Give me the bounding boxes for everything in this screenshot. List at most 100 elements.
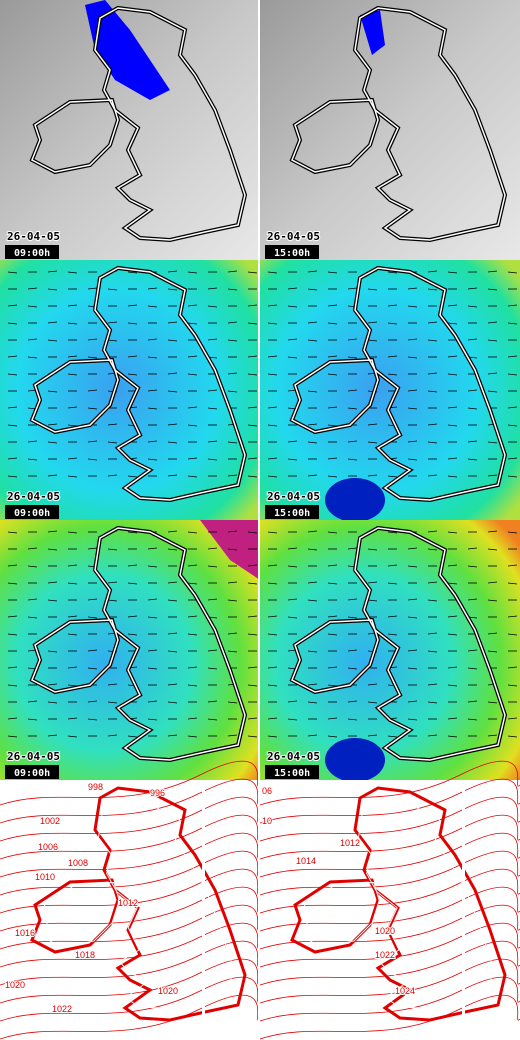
isobar-line bbox=[259, 922, 520, 968]
wind-arrow bbox=[127, 271, 138, 274]
wind-arrow bbox=[507, 717, 518, 720]
wind-arrow bbox=[7, 475, 18, 478]
wind-arrow bbox=[227, 548, 238, 551]
wind-arrow bbox=[67, 633, 78, 636]
wind-arrow bbox=[407, 616, 418, 619]
wind-arrow bbox=[327, 457, 338, 460]
wind-arrow bbox=[127, 373, 138, 376]
wind-arrow bbox=[47, 423, 58, 426]
wind-arrow bbox=[7, 355, 18, 358]
wind-arrow bbox=[507, 582, 518, 585]
wind-arrow bbox=[187, 475, 198, 478]
wind-arrow bbox=[327, 304, 338, 307]
isobar-panel bbox=[0, 760, 261, 1040]
wind-arrow bbox=[27, 616, 38, 619]
wind-arrow bbox=[447, 564, 458, 567]
low-core bbox=[325, 738, 385, 782]
wind-arrow bbox=[187, 582, 198, 585]
wind-arrow bbox=[167, 734, 178, 737]
wind-arrow bbox=[167, 339, 178, 342]
isobar-line bbox=[259, 886, 520, 932]
wind-arrow bbox=[487, 339, 498, 342]
wind-arrow bbox=[147, 616, 158, 619]
wind-arrow bbox=[387, 271, 398, 274]
wind-arrow bbox=[507, 355, 518, 358]
date-label: 26-04-05 bbox=[7, 750, 60, 763]
wind-arrow bbox=[247, 582, 258, 585]
wind-arrow bbox=[427, 530, 438, 533]
wind-arrow bbox=[107, 701, 118, 704]
wind-arrow bbox=[327, 373, 338, 376]
isobar-line bbox=[259, 994, 520, 1040]
wind-arrow bbox=[307, 321, 318, 324]
isobar-line bbox=[0, 886, 261, 932]
isobar-line bbox=[0, 940, 261, 986]
wind-arrow bbox=[467, 305, 478, 308]
column-divider bbox=[258, 0, 260, 1040]
wind-arrow bbox=[407, 440, 418, 443]
wind-arrow bbox=[247, 633, 258, 636]
wind-arrow bbox=[427, 441, 438, 444]
wind-arrow bbox=[167, 683, 178, 686]
wind-arrow bbox=[447, 424, 458, 427]
wind-arrow bbox=[347, 547, 358, 550]
isobar-line bbox=[259, 814, 520, 860]
wind-arrow bbox=[247, 615, 258, 618]
isobar-label: 06 bbox=[262, 786, 272, 796]
wind-arrow bbox=[347, 700, 358, 703]
wind-arrow bbox=[267, 684, 278, 687]
wind-arrow bbox=[447, 475, 458, 478]
wind-arrow bbox=[147, 287, 158, 290]
wind-arrow bbox=[367, 441, 378, 444]
wind-arrow bbox=[387, 304, 398, 307]
wind-arrow bbox=[187, 355, 198, 358]
wind-arrow bbox=[267, 322, 278, 325]
wind-arrow bbox=[207, 305, 218, 308]
wind-arrow bbox=[327, 582, 338, 585]
wind-arrow bbox=[487, 530, 498, 533]
isobar-line bbox=[259, 904, 520, 950]
wind-arrow bbox=[147, 718, 158, 721]
wind-arrow bbox=[267, 717, 278, 720]
wind-arrow bbox=[307, 339, 318, 342]
wind-arrow bbox=[327, 717, 338, 720]
wind-arrow bbox=[67, 475, 78, 478]
wind-arrow bbox=[427, 270, 438, 273]
wind-arrow bbox=[67, 666, 78, 669]
wind-arrow bbox=[87, 356, 98, 359]
wind-arrow bbox=[7, 373, 18, 376]
wind-arrow bbox=[447, 615, 458, 618]
wind-arrow bbox=[307, 288, 318, 291]
wind-arrow bbox=[67, 304, 78, 307]
wind-arrow bbox=[307, 599, 318, 602]
wind-arrow bbox=[347, 598, 358, 601]
wind-arrow bbox=[447, 322, 458, 325]
wind-arrow bbox=[187, 666, 198, 669]
wind-arrow bbox=[247, 355, 258, 358]
wind-arrow bbox=[367, 701, 378, 704]
wind-arrow bbox=[507, 457, 518, 460]
wind-arrow bbox=[427, 288, 438, 291]
wind-arrow bbox=[147, 407, 158, 410]
wind-arrow bbox=[387, 735, 398, 738]
wind-arrow bbox=[447, 457, 458, 460]
wind-arrow bbox=[487, 390, 498, 393]
wind-arrow bbox=[67, 373, 78, 376]
wind-arrow bbox=[7, 424, 18, 427]
time-box bbox=[5, 245, 59, 259]
wind-arrow bbox=[387, 373, 398, 376]
wind-arrow bbox=[247, 564, 258, 567]
wind-arrow bbox=[387, 475, 398, 478]
wind-arrow bbox=[27, 718, 38, 721]
wind-arrow bbox=[307, 474, 318, 477]
wind-arrow bbox=[227, 339, 238, 342]
wind-arrow bbox=[67, 531, 78, 534]
wind-arrow bbox=[247, 666, 258, 669]
wind-arrow bbox=[487, 288, 498, 291]
wind-arrow bbox=[27, 547, 38, 550]
wind-arrow bbox=[207, 700, 218, 703]
isobar-line bbox=[259, 760, 520, 806]
wind-arrow bbox=[367, 339, 378, 342]
wind-arrow bbox=[227, 441, 238, 444]
isobar-label: 10 bbox=[262, 816, 272, 826]
